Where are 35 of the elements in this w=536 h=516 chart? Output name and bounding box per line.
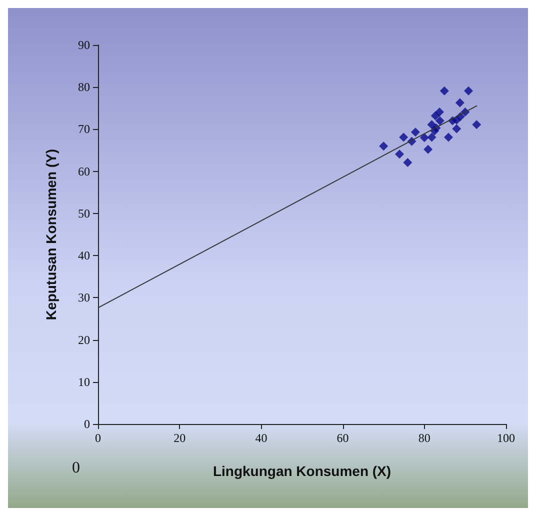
y-tick-label: 70 <box>78 122 90 136</box>
point <box>435 116 444 126</box>
point <box>472 120 482 130</box>
x-tick-label: 0 <box>95 431 101 445</box>
y-tick-label: 20 <box>78 332 90 347</box>
y-tick-label: 60 <box>78 164 90 178</box>
y-tick-label: 0 <box>84 417 90 431</box>
x-tick-label: 40 <box>255 431 268 445</box>
point <box>399 132 408 142</box>
x-tick-label: 80 <box>418 431 430 445</box>
y-tick-label: 40 <box>78 248 90 263</box>
point <box>403 158 412 167</box>
x-tick-label: 20 <box>174 431 186 445</box>
point <box>410 128 420 137</box>
point <box>427 120 436 130</box>
point <box>379 142 388 151</box>
x-axis-title: Lingkungan Konsumen (X) <box>212 463 392 479</box>
point <box>434 107 444 116</box>
point <box>395 150 404 159</box>
y-tick-label: 90 <box>78 38 90 52</box>
x-tick-label: 100 <box>497 431 515 445</box>
y-tick-label: 80 <box>78 80 90 94</box>
point <box>455 98 464 108</box>
y-axis-title: Keputusan Konsumen (Y) <box>43 148 59 320</box>
point <box>444 132 453 142</box>
x-tick-label: 60 <box>336 431 349 445</box>
y-tick-label: 50 <box>78 206 90 220</box>
point <box>420 133 429 142</box>
point <box>440 86 449 96</box>
point <box>464 86 473 96</box>
y-tick-label: 10 <box>78 374 90 389</box>
y-tick-label: 30 <box>78 290 90 305</box>
point <box>424 144 433 154</box>
point <box>427 132 436 142</box>
point <box>452 124 462 134</box>
